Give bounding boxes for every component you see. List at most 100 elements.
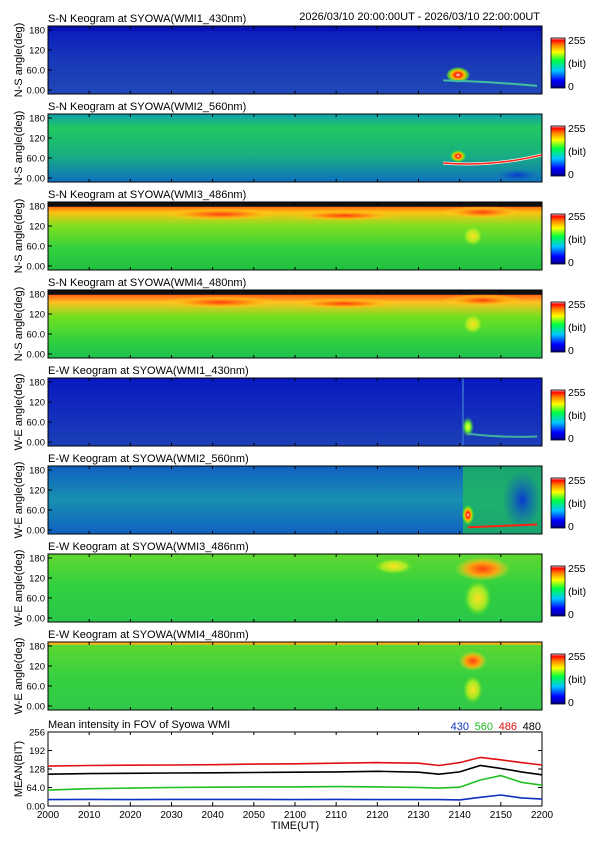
- y-tick-label: 120: [29, 574, 45, 585]
- colorbar-unit-label: (bit): [568, 146, 586, 158]
- emission-patch: [454, 556, 511, 581]
- y-tick-label: 180: [29, 114, 45, 125]
- aurora-arc: [467, 523, 538, 529]
- colorbar-max-label: 255: [568, 563, 586, 575]
- panel-title: E-W Keogram at SYOWA(WMI2_560nm): [48, 453, 249, 465]
- y-tick-label: 60.0: [27, 154, 46, 165]
- y-axis-label: N-S angle(deg): [13, 111, 25, 186]
- aurora-spot: [463, 580, 492, 617]
- colorbar: [550, 213, 566, 265]
- emission-patch: [160, 296, 281, 309]
- y-tick-label: 120: [29, 310, 45, 321]
- series-line-480: [47, 764, 543, 776]
- x-tick-label: 2040: [202, 810, 225, 821]
- legend-entry: 560: [475, 721, 493, 733]
- x-tick-label: 2030: [160, 810, 183, 821]
- dark-region: [495, 169, 540, 182]
- y-tick-label: 0.00: [27, 262, 46, 273]
- keogram-image: [48, 466, 542, 534]
- legend-entry: 486: [499, 721, 517, 733]
- x-tick-label: 2140: [449, 810, 472, 821]
- colorbar: [550, 37, 566, 89]
- y-tick-label: 64.0: [27, 783, 46, 794]
- y-tick-label: 0.00: [27, 174, 46, 185]
- y-tick-label: 180: [29, 642, 45, 653]
- y-tick-label: 0.00: [27, 438, 46, 449]
- y-axis-label: MEAN(BIT): [13, 741, 25, 797]
- colorbar-unit-label: (bit): [568, 322, 586, 334]
- colorbar: [550, 477, 566, 529]
- colorbar-min-label: 0: [568, 521, 574, 533]
- y-tick-label: 180: [29, 466, 45, 477]
- panel-title: E-W Keogram at SYOWA(WMI4_480nm): [48, 629, 249, 641]
- colorbar: [550, 301, 566, 353]
- colorbar-max-label: 255: [568, 123, 586, 135]
- colorbar-unit-label: (bit): [568, 674, 586, 686]
- panel-title: S-N Keogram at SYOWA(WMI2_560nm): [48, 101, 246, 113]
- y-tick-label: 180: [29, 378, 45, 389]
- colorbar-unit-label: (bit): [568, 234, 586, 246]
- y-tick-label: 256: [29, 728, 45, 739]
- emission-patch: [289, 298, 400, 309]
- keogram-panel: S-N Keogram at SYOWA(WMI1_430nm)180 120 60…: [13, 13, 586, 97]
- keogram-panel: S-N Keogram at SYOWA(WMI4_480nm)180 120 60…: [13, 277, 586, 361]
- keogram-panel: E-W Keogram at SYOWA(WMI3_486nm)180 120 60…: [13, 541, 586, 626]
- legend-entry: 430: [451, 721, 469, 733]
- colorbar-min-label: 0: [568, 169, 574, 181]
- y-tick-label: 120: [29, 134, 45, 145]
- y-axis-label: W-E angle(deg): [13, 550, 25, 627]
- y-tick-label: 120: [29, 486, 45, 497]
- colorbar-min-label: 0: [568, 345, 574, 357]
- panel-title: S-N Keogram at SYOWA(WMI4_480nm): [48, 277, 246, 289]
- dark-region: [502, 470, 543, 530]
- y-axis-label: W-E angle(deg): [13, 374, 25, 451]
- colorbar-max-label: 255: [568, 211, 586, 223]
- emission-patch: [160, 208, 281, 221]
- aurora-spot: [462, 675, 483, 704]
- y-tick-label: 120: [29, 662, 45, 673]
- y-tick-label: 180: [29, 202, 45, 213]
- keogram-panel: E-W Keogram at SYOWA(WMI4_480nm)180 120 60…: [13, 629, 586, 714]
- emission-patch: [289, 210, 400, 221]
- colorbar: [550, 565, 566, 617]
- y-tick-label: 60.0: [27, 330, 46, 341]
- y-tick-label: 60.0: [27, 506, 46, 517]
- aurora-arc: [467, 432, 538, 438]
- series-line-560: [47, 774, 543, 791]
- x-tick-label: 2120: [366, 810, 389, 821]
- y-tick-label: 120: [29, 398, 45, 409]
- aurora-arc: [443, 79, 538, 87]
- aurora-spot: [446, 66, 471, 83]
- x-tick-label: 2130: [407, 810, 430, 821]
- y-axis-label: N-S angle(deg): [13, 23, 25, 98]
- emission-patch: [442, 294, 523, 307]
- keogram-panel: S-N Keogram at SYOWA(WMI2_560nm)180 120 60…: [13, 101, 586, 185]
- mean-plot-frame: [47, 731, 543, 807]
- panel-title: S-N Keogram at SYOWA(WMI3_486nm): [48, 189, 246, 201]
- colorbar-max-label: 255: [568, 475, 586, 487]
- colorbar-unit-label: (bit): [568, 586, 586, 598]
- x-tick-label: 2110: [325, 810, 347, 821]
- y-tick-label: 0.00: [27, 86, 46, 97]
- x-axis-label: TIME(UT): [271, 820, 319, 832]
- aurora-spot: [450, 150, 467, 163]
- colorbar-max-label: 255: [568, 35, 586, 47]
- colorbar-max-label: 255: [568, 299, 586, 311]
- keogram-panel: E-W Keogram at SYOWA(WMI1_430nm)180 120 60…: [13, 365, 586, 450]
- series-line-430: [47, 794, 543, 801]
- mean-panel-title: Mean intensity in FOV of Syowa WMI: [48, 719, 230, 731]
- x-tick-label: 2200: [531, 810, 554, 821]
- series-line-486: [47, 756, 543, 767]
- y-tick-label: 60.0: [27, 418, 46, 429]
- colorbar-max-label: 255: [568, 387, 586, 399]
- y-tick-label: 120: [29, 222, 45, 233]
- legend-entry: 480: [523, 721, 541, 733]
- y-tick-label: 60.0: [27, 594, 46, 605]
- y-tick-label: 192: [29, 746, 45, 757]
- aurora-spot: [462, 226, 483, 246]
- y-axis-label: W-E angle(deg): [13, 462, 25, 539]
- y-tick-label: 180: [29, 290, 45, 301]
- colorbar-unit-label: (bit): [568, 410, 586, 422]
- keogram-image: [48, 114, 542, 182]
